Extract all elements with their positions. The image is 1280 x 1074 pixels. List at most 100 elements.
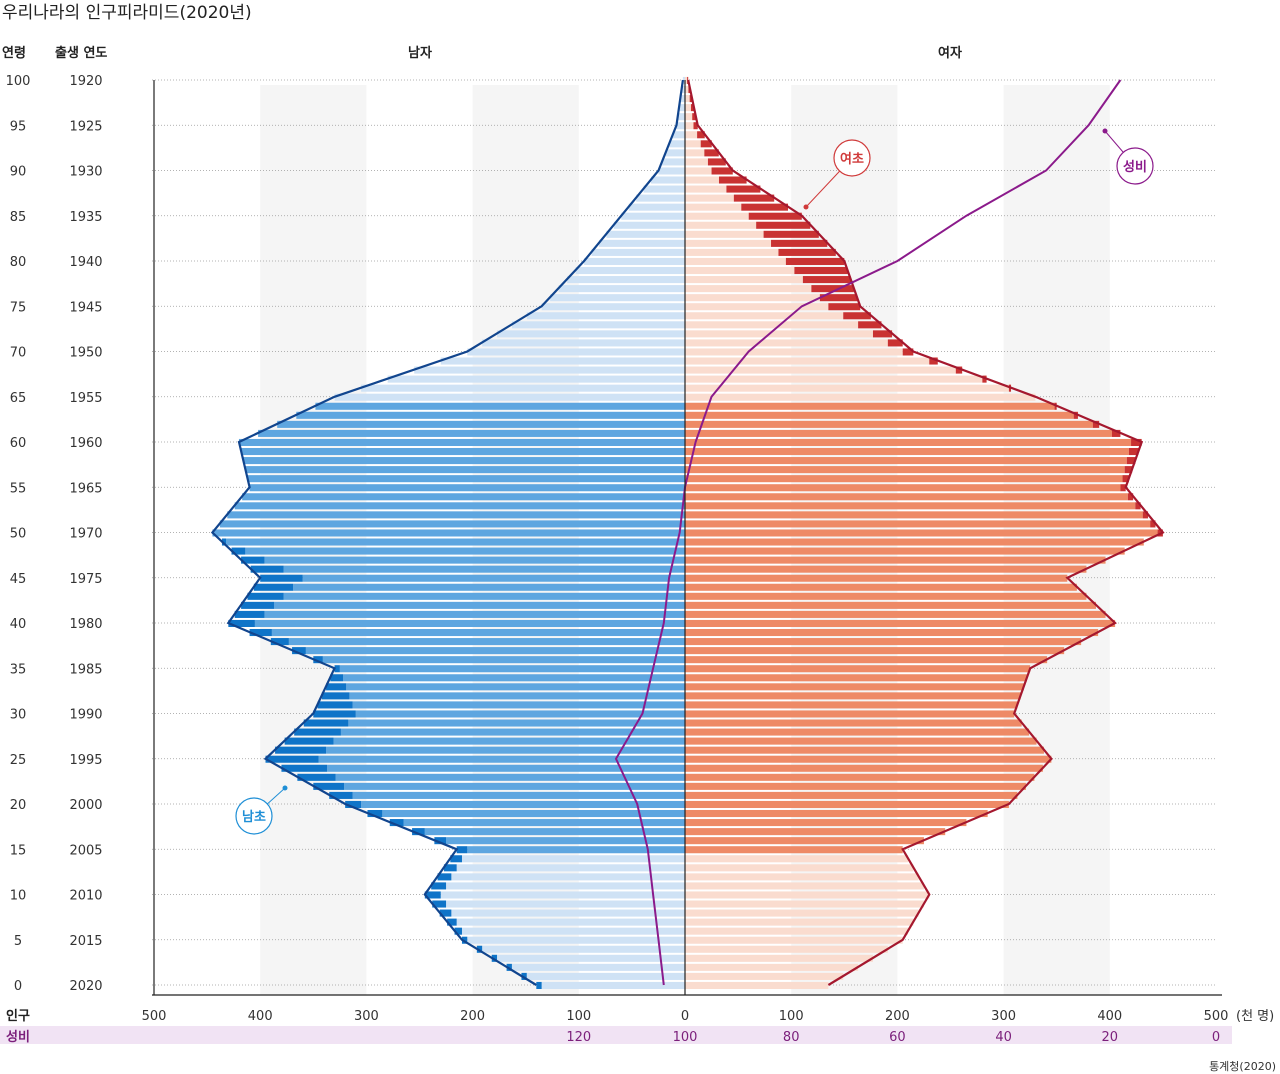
female-bar (685, 266, 795, 275)
series-lines (210, 79, 1165, 986)
birth-year-column-header: 출생 연도 (55, 45, 107, 61)
female-bar (685, 882, 924, 890)
age-tick-label: 100 (6, 74, 31, 89)
male-excess-bar (317, 701, 353, 709)
female-bar (685, 466, 1125, 474)
female-bar (685, 800, 1009, 808)
female-excess-bar (733, 194, 775, 202)
male-bar (575, 266, 685, 275)
female-excess-bar (1120, 484, 1126, 492)
male-excess-bar (241, 556, 265, 564)
birth-year-tick-label: 2020 (69, 979, 102, 994)
female-excess-bar (982, 375, 987, 383)
birth-year-tick-label: 1980 (69, 617, 102, 632)
female-excess-bar (693, 122, 698, 130)
male-bar (636, 194, 685, 202)
female-bar (685, 864, 914, 872)
male-bar (245, 547, 685, 555)
female-bar (685, 511, 1143, 519)
female-bar (685, 547, 1125, 555)
male-bar (305, 647, 685, 655)
female-excess-bar (763, 230, 819, 238)
male-bar (327, 764, 685, 772)
male-excess-bar (221, 538, 227, 546)
female-excess-bar (748, 212, 802, 220)
male-bar (467, 936, 685, 944)
female-bar (685, 402, 1055, 410)
male-bar (247, 475, 685, 483)
female-bar (685, 239, 772, 247)
female-bar (685, 791, 1018, 799)
male-bar (219, 520, 685, 528)
male-excess-bar (313, 710, 356, 718)
female-bar (685, 185, 727, 193)
x-tick-label: 200 (460, 1009, 485, 1024)
female-excess-bar (718, 176, 747, 184)
male-bar (352, 701, 685, 709)
male-population-line (210, 79, 684, 986)
female-bar (685, 257, 786, 265)
age-tick-label: 15 (10, 843, 27, 858)
male-bar (277, 420, 685, 428)
birth-year-tick-label: 1995 (69, 753, 102, 768)
sex-ratio-tick-label: 20 (1102, 1030, 1119, 1045)
male-bar (234, 502, 685, 510)
male-bar (274, 601, 685, 609)
birth-year-tick-label: 1935 (69, 210, 102, 225)
male-bar (482, 339, 685, 347)
female-excess-bar (1127, 493, 1134, 501)
male-excess-bar (334, 665, 340, 673)
chart-title: 우리나라의 인구피라미드(2020년) (2, 3, 252, 23)
male-excess-bar (447, 918, 457, 926)
female-bar (685, 565, 1087, 573)
sex-ratio-tick-label: 0 (1212, 1030, 1220, 1045)
female-bar (685, 692, 1021, 700)
female-bar (685, 520, 1151, 528)
male-bar (302, 574, 685, 582)
female-bar (685, 963, 859, 971)
male-bar (326, 746, 685, 754)
male-excess-bar (275, 746, 327, 754)
male-bar (343, 674, 685, 682)
male-bar (672, 131, 685, 139)
x-tick-label: 100 (566, 1009, 591, 1024)
female-bar (685, 502, 1136, 510)
female-bar (685, 610, 1106, 618)
female-bar (685, 113, 693, 121)
female-excess-bar (700, 140, 712, 148)
male-bar (315, 402, 685, 410)
female-bar (685, 76, 688, 84)
female-bar (685, 601, 1096, 609)
male-bar (591, 248, 685, 256)
male-bar (461, 927, 685, 935)
male-excess-annotation-dot (282, 785, 288, 791)
female-bar (685, 375, 983, 383)
male-bar (258, 429, 685, 437)
female-bar (685, 95, 690, 103)
female-bar (685, 592, 1087, 600)
male-bar (296, 411, 685, 419)
female-bar (685, 638, 1082, 646)
male-bar (451, 909, 685, 917)
birth-year-tick-label: 1985 (69, 662, 102, 677)
female-bar (685, 846, 903, 854)
male-bar (264, 556, 685, 564)
male-bar (511, 321, 685, 329)
female-bar (685, 429, 1112, 437)
sex-ratio-tick-label: 60 (889, 1030, 906, 1045)
female-excess-bar (689, 95, 693, 103)
male-bar (482, 945, 685, 953)
male-excess-bar (367, 809, 383, 818)
male-bar (550, 294, 685, 302)
female-bar (685, 809, 988, 818)
birth-year-tick-label: 2015 (69, 934, 102, 949)
female-excess-bar (1124, 466, 1133, 474)
female-excess-bar (1073, 411, 1078, 419)
female-bar (685, 484, 1121, 492)
male-bar (511, 963, 685, 971)
male-bar (226, 538, 685, 546)
female-excess-bar (794, 266, 848, 275)
male-excess-bar (431, 882, 447, 890)
male-excess-bar (313, 656, 323, 664)
